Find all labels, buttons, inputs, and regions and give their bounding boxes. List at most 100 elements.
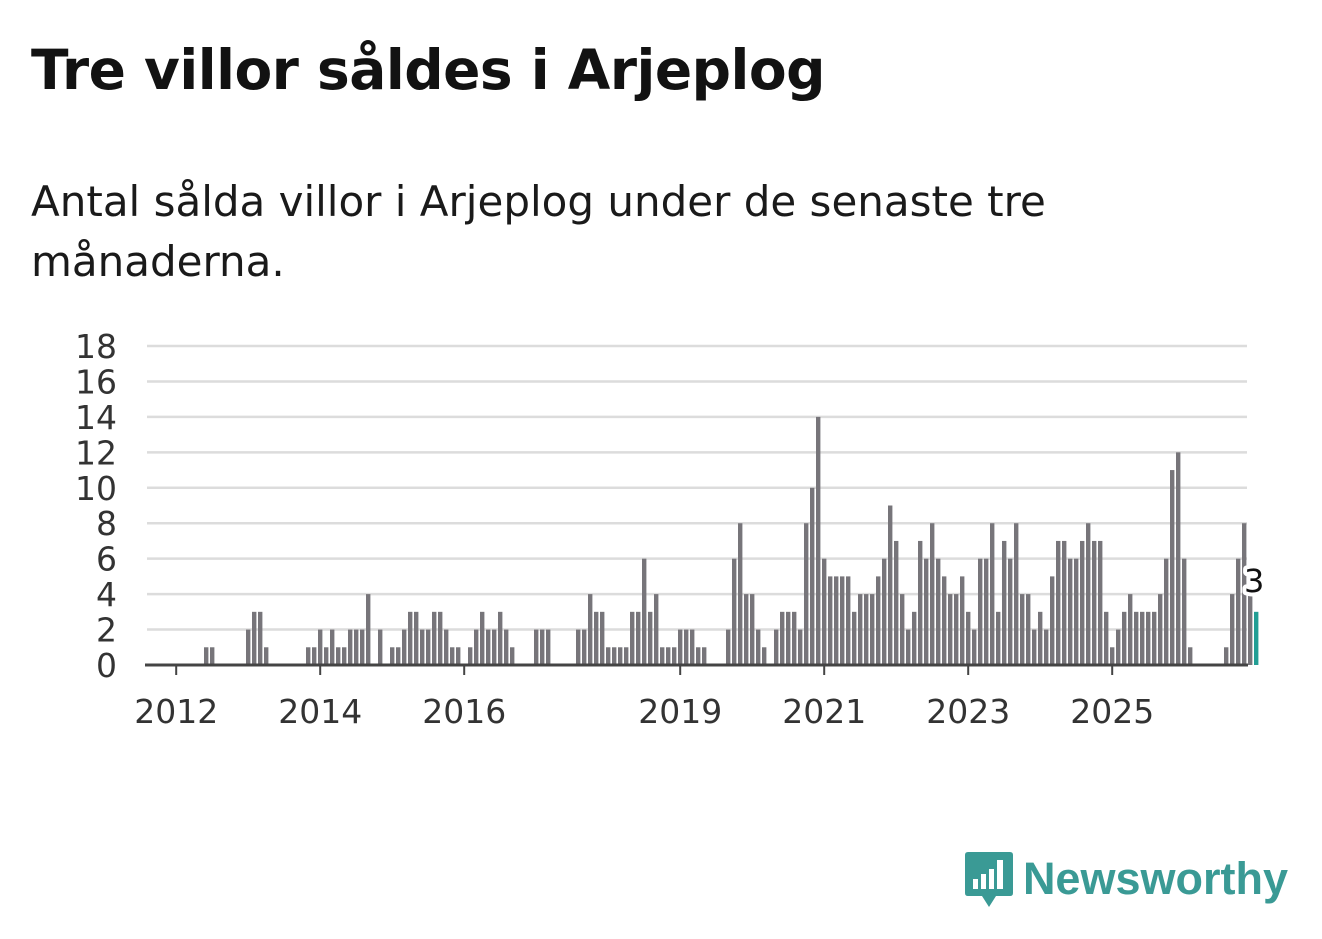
- bar: [840, 576, 845, 665]
- bar: [696, 647, 701, 665]
- bar: [864, 594, 869, 665]
- bar: [1038, 611, 1043, 665]
- bar: [1128, 594, 1133, 665]
- bar: [246, 629, 251, 665]
- bar: [882, 558, 887, 665]
- bar: [1092, 540, 1097, 665]
- y-tick-label: 6: [96, 540, 117, 579]
- brand-name: Newsworthy: [1022, 853, 1288, 904]
- bar: [1098, 540, 1103, 665]
- bar: [438, 611, 443, 665]
- bar: [936, 558, 941, 665]
- bar: [774, 629, 779, 665]
- bar: [732, 558, 737, 665]
- bar: [1122, 611, 1127, 665]
- x-tick-label: 2012: [134, 692, 218, 731]
- bar: [402, 629, 407, 665]
- bars: [204, 416, 1259, 665]
- bar: [1134, 611, 1139, 665]
- bar: [690, 629, 695, 665]
- bar: [780, 611, 785, 665]
- bar: [534, 629, 539, 665]
- bar: [342, 647, 347, 665]
- bar: [1182, 558, 1187, 665]
- bar: [1074, 558, 1079, 665]
- bar: [456, 647, 461, 665]
- bar: [900, 594, 905, 665]
- bar: [1056, 540, 1061, 665]
- y-tick-label: 16: [75, 362, 117, 401]
- bar: [660, 647, 665, 665]
- y-tick-label: 18: [75, 327, 117, 366]
- bar: [906, 629, 911, 665]
- bar: [1158, 594, 1163, 665]
- bar: [672, 647, 677, 665]
- bar: [1104, 611, 1109, 665]
- x-tick-label: 2014: [278, 692, 362, 731]
- bar: [786, 611, 791, 665]
- bar: [666, 647, 671, 665]
- bar: [930, 523, 935, 665]
- bar: [420, 629, 425, 665]
- bar: [354, 629, 359, 665]
- bar: [1230, 594, 1235, 665]
- bar: [318, 629, 323, 665]
- bar: [924, 558, 929, 665]
- bar: [1062, 540, 1067, 665]
- chart-title: Tre villor såldes i Arjeplog: [31, 38, 826, 102]
- y-tick-label: 10: [75, 469, 117, 508]
- bar: [1002, 540, 1007, 665]
- bar: [348, 629, 353, 665]
- bar: [576, 629, 581, 665]
- bar: [1146, 611, 1151, 665]
- bar: [810, 487, 815, 665]
- y-tick-label: 8: [96, 504, 117, 543]
- bar-chart-speech-bubble-icon: [964, 852, 1013, 907]
- bar: [390, 647, 395, 665]
- bar: [258, 611, 263, 665]
- bar: [1170, 470, 1175, 665]
- x-tick-label: 2016: [422, 692, 506, 731]
- bar: [912, 611, 917, 665]
- bar: [1242, 523, 1247, 665]
- bar: [654, 594, 659, 665]
- bar: [756, 629, 761, 665]
- bar: [1014, 523, 1019, 665]
- bar: [606, 647, 611, 665]
- x-tick-label: 2021: [782, 692, 866, 731]
- bar: [972, 629, 977, 665]
- bar: [1086, 523, 1091, 665]
- bar: [636, 611, 641, 665]
- bar: [1176, 452, 1181, 665]
- bar: [804, 523, 809, 665]
- bar: [1140, 611, 1145, 665]
- bar: [594, 611, 599, 665]
- bar: [264, 647, 269, 665]
- bar: [1110, 647, 1115, 665]
- bar: [432, 611, 437, 665]
- bar: [324, 647, 329, 665]
- bar: [1152, 611, 1157, 665]
- bar: [306, 647, 311, 665]
- bar: [1116, 629, 1121, 665]
- bar: [702, 647, 707, 665]
- bar: [486, 629, 491, 665]
- bar: [648, 611, 653, 665]
- bar: [834, 576, 839, 665]
- bar: [1050, 576, 1055, 665]
- y-tick-label: 4: [96, 575, 117, 614]
- bar: [624, 647, 629, 665]
- bar: [618, 647, 623, 665]
- bar: [546, 629, 551, 665]
- bar: [822, 558, 827, 665]
- bar: [426, 629, 431, 665]
- bar: [330, 629, 335, 665]
- bar: [474, 629, 479, 665]
- bar: [600, 611, 605, 665]
- bar: [1008, 558, 1013, 665]
- bar: [1188, 647, 1193, 665]
- bar: [414, 611, 419, 665]
- bar: [1068, 558, 1073, 665]
